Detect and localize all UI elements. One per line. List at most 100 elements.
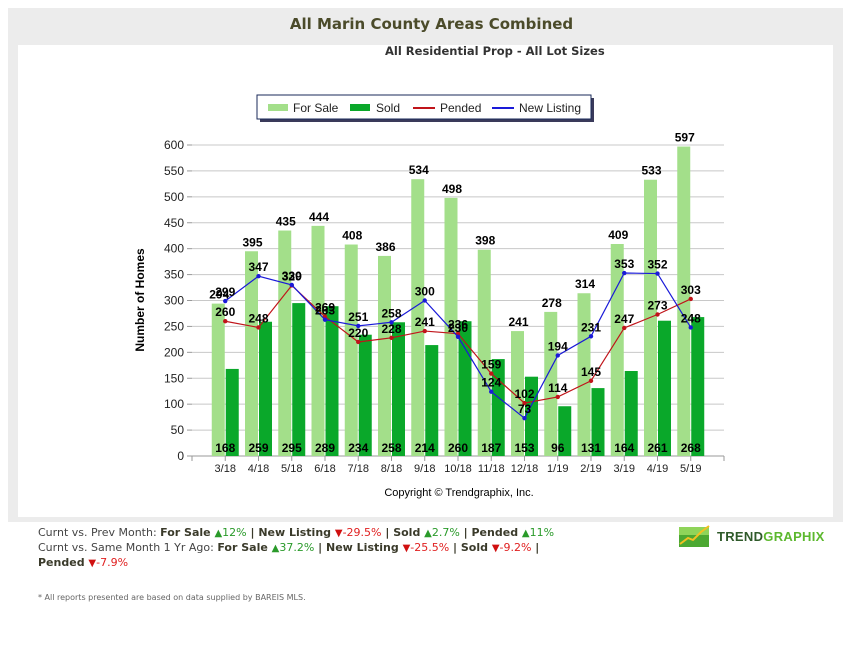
label-for-sale: 398 bbox=[475, 234, 495, 248]
point-new-listing bbox=[522, 415, 527, 421]
label-sold: 234 bbox=[348, 441, 368, 455]
label-sold: 289 bbox=[315, 441, 335, 455]
point-new-listing bbox=[622, 270, 627, 276]
x-tick-label: 1/19 bbox=[547, 463, 568, 475]
label-pended: 248 bbox=[248, 311, 268, 325]
label-new-listing: 231 bbox=[581, 320, 601, 334]
label-sold: 168 bbox=[215, 441, 235, 455]
point-new-listing bbox=[322, 317, 328, 322]
label-for-sale: 498 bbox=[442, 182, 462, 196]
point-pended bbox=[356, 339, 361, 345]
label-pended: 273 bbox=[647, 298, 667, 312]
stats-prev-month: Curnt vs. Prev Month: For Sale ▲12% | Ne… bbox=[38, 526, 558, 541]
point-pended bbox=[256, 325, 261, 330]
label-new-listing: 347 bbox=[248, 260, 268, 274]
label-new-listing: 258 bbox=[381, 306, 401, 320]
label-pended: 228 bbox=[381, 322, 401, 336]
label-for-sale: 408 bbox=[342, 229, 362, 243]
y-tick-label: 500 bbox=[164, 190, 184, 204]
point-new-listing bbox=[588, 334, 594, 339]
bar-for-sale bbox=[278, 230, 292, 456]
bar-for-sale bbox=[677, 146, 691, 456]
bar-sold bbox=[325, 306, 339, 456]
label-pended: 159 bbox=[481, 358, 501, 372]
stats-label: Curnt vs. Prev Month: bbox=[38, 526, 161, 539]
arrow-up-icon: ▲ bbox=[214, 528, 223, 539]
stats-separator: | bbox=[314, 541, 326, 554]
logo-text-graphix: GRAPHIX bbox=[763, 528, 825, 544]
stats-summary: Curnt vs. Prev Month: For Sale ▲12% | Ne… bbox=[38, 526, 558, 571]
bar-for-sale bbox=[544, 311, 558, 456]
y-tick-label: 150 bbox=[164, 371, 184, 385]
arrow-up-icon: ▲ bbox=[271, 543, 280, 554]
copyright: Copyright © Trendgraphix, Inc. bbox=[384, 487, 533, 499]
stats-separator: | bbox=[459, 526, 472, 539]
bar-sold bbox=[292, 303, 306, 456]
point-new-listing bbox=[688, 325, 693, 330]
stats-item-value: 2.7% bbox=[431, 526, 460, 539]
y-tick-label: 450 bbox=[164, 216, 184, 230]
label-pended: 303 bbox=[681, 283, 701, 297]
bar-for-sale bbox=[378, 255, 391, 456]
point-new-listing bbox=[289, 282, 294, 288]
label-for-sale: 278 bbox=[542, 296, 562, 310]
point-new-listing bbox=[389, 320, 394, 325]
arrow-up-icon: ▲ bbox=[521, 528, 530, 539]
label-new-listing: 124 bbox=[481, 376, 501, 390]
stats-label: Curnt vs. Same Month 1 Yr Ago: bbox=[38, 541, 218, 554]
y-tick-label: 50 bbox=[171, 423, 185, 437]
point-pended bbox=[422, 328, 427, 334]
x-tick-label: 7/18 bbox=[348, 463, 369, 475]
label-new-listing: 194 bbox=[548, 339, 568, 353]
stats-item-name: Pended bbox=[471, 526, 522, 539]
stats-item-value: -7.9% bbox=[96, 556, 129, 569]
y-axis: 0 50 100 150 200 250 300 350 400 450 500 550 600 bbox=[164, 138, 192, 463]
bar-sold bbox=[225, 368, 239, 456]
bar-sold bbox=[658, 320, 671, 456]
x-tick-label: 5/18 bbox=[281, 463, 302, 475]
bar-sold bbox=[358, 334, 372, 456]
point-new-listing bbox=[489, 389, 494, 394]
y-tick-label: 600 bbox=[164, 138, 184, 152]
label-sold: 214 bbox=[415, 441, 435, 455]
x-axis: 3/18 4/18 5/18 6/18 7/18 8/18 9/18 10/18 11/18 12… bbox=[191, 455, 725, 475]
bar-sold bbox=[425, 345, 439, 456]
point-pended bbox=[622, 325, 627, 331]
legend-swatch-sold bbox=[350, 104, 370, 111]
data-labels: 294 395 435 444 408 386 534 498 398 241 278 314 409 5… bbox=[209, 131, 701, 455]
label-sold: 261 bbox=[647, 441, 667, 455]
label-sold: 268 bbox=[681, 441, 701, 455]
bar-sold bbox=[525, 376, 538, 456]
label-for-sale: 314 bbox=[575, 277, 595, 291]
logo-text-trend: TREND bbox=[717, 528, 764, 544]
label-new-listing: 263 bbox=[315, 304, 335, 318]
label-new-listing: 330 bbox=[282, 269, 302, 283]
stats-item-value: -29.5% bbox=[342, 526, 382, 539]
label-sold: 258 bbox=[381, 441, 401, 455]
label-for-sale: 435 bbox=[276, 215, 296, 229]
stats-item-value: 12% bbox=[222, 526, 247, 539]
stats-year-ago: Curnt vs. Same Month 1 Yr Ago: For Sale … bbox=[38, 541, 558, 571]
bar-sold bbox=[558, 406, 572, 456]
y-tick-label: 200 bbox=[164, 345, 184, 359]
x-tick-label: 9/18 bbox=[414, 463, 435, 475]
label-for-sale: 533 bbox=[641, 164, 661, 178]
x-tick-label: 5/19 bbox=[680, 463, 701, 475]
point-pended bbox=[522, 400, 527, 406]
y-tick-label: 250 bbox=[164, 319, 184, 333]
label-for-sale: 444 bbox=[309, 210, 329, 224]
label-pended: 247 bbox=[614, 312, 634, 326]
title-bar: All Marin County Areas Combined bbox=[8, 8, 843, 40]
point-new-listing bbox=[422, 298, 427, 303]
arrow-down-icon: ▼ bbox=[88, 558, 97, 569]
bar-sold bbox=[392, 322, 405, 456]
point-new-listing bbox=[256, 273, 261, 279]
stats-item-name: Sold bbox=[393, 526, 425, 539]
trendgraphix-logo: TRENDGRAPHIX bbox=[679, 525, 825, 547]
x-tick-label: 3/19 bbox=[614, 463, 635, 475]
bar-sold bbox=[458, 321, 472, 456]
x-tick-label: 10/18 bbox=[444, 463, 472, 475]
point-new-listing bbox=[223, 298, 228, 304]
label-new-listing: 251 bbox=[348, 310, 368, 324]
label-sold: 259 bbox=[248, 441, 268, 455]
